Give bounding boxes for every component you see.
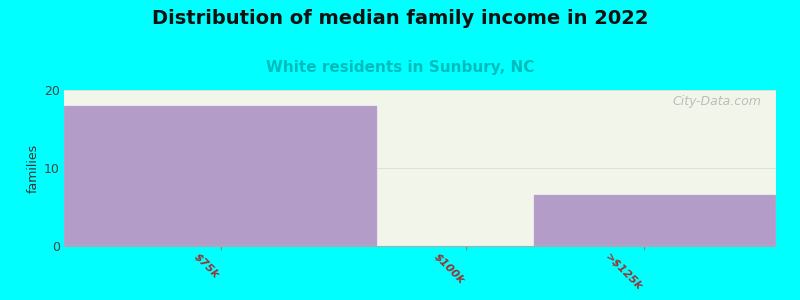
Text: City-Data.com: City-Data.com [673, 95, 762, 108]
Text: White residents in Sunbury, NC: White residents in Sunbury, NC [266, 60, 534, 75]
Bar [64, 106, 378, 246]
Y-axis label: families: families [26, 143, 40, 193]
Bar [534, 195, 776, 246]
Text: Distribution of median family income in 2022: Distribution of median family income in … [152, 9, 648, 28]
